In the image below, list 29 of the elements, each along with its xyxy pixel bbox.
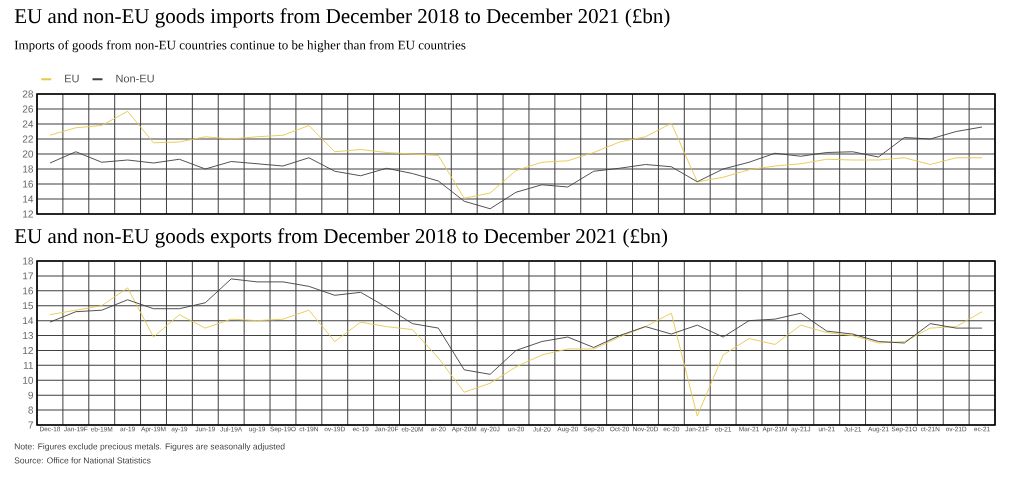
y-tick-label: 12 <box>23 210 33 218</box>
y-tick-label: 16 <box>23 180 34 188</box>
y-tick-label: 16 <box>23 287 34 295</box>
y-tick-label: 22 <box>22 135 33 143</box>
y-tick-label: 28 <box>22 90 34 98</box>
chart-title: EU and non-EU goods imports from December 2018 to December 2021 (£bn) <box>14 8 670 28</box>
y-tick-label: 24 <box>22 120 34 128</box>
y-tick-label: 17 <box>23 272 33 280</box>
y-tick-label: 9 <box>28 391 33 399</box>
y-tick-label: 14 <box>23 195 34 203</box>
y-tick-label: 14 <box>23 317 34 325</box>
y-tick-label: 10 <box>23 376 34 384</box>
y-tick-label: 8 <box>28 406 34 414</box>
y-tick-label: 7 <box>28 421 33 429</box>
chart-title: EU and non-EU goods exports from December 2018 to December 2021 (£bn) <box>14 228 668 248</box>
line-series <box>49 278 983 375</box>
legend-label: Non-EU <box>116 74 154 83</box>
legend-label: EU <box>65 74 79 83</box>
y-tick-label: 12 <box>23 346 33 354</box>
y-tick-label: 15 <box>23 302 34 310</box>
y-tick-label: 18 <box>23 165 34 173</box>
y-tick-label: 18 <box>23 257 34 265</box>
chart-subtitle: Imports of goods from non-EU countries continue to be higher than from EU countries <box>14 40 466 53</box>
y-tick-label: 11 <box>23 361 33 369</box>
y-tick-label: 26 <box>22 105 34 113</box>
text: Note: Figures exclude precious metals. Figures are seasonally adjusted <box>14 443 285 452</box>
y-tick-label: 20 <box>22 150 34 158</box>
source-note: Source: Office for National Statistics <box>14 457 151 464</box>
y-tick-label: 13 <box>23 332 34 340</box>
